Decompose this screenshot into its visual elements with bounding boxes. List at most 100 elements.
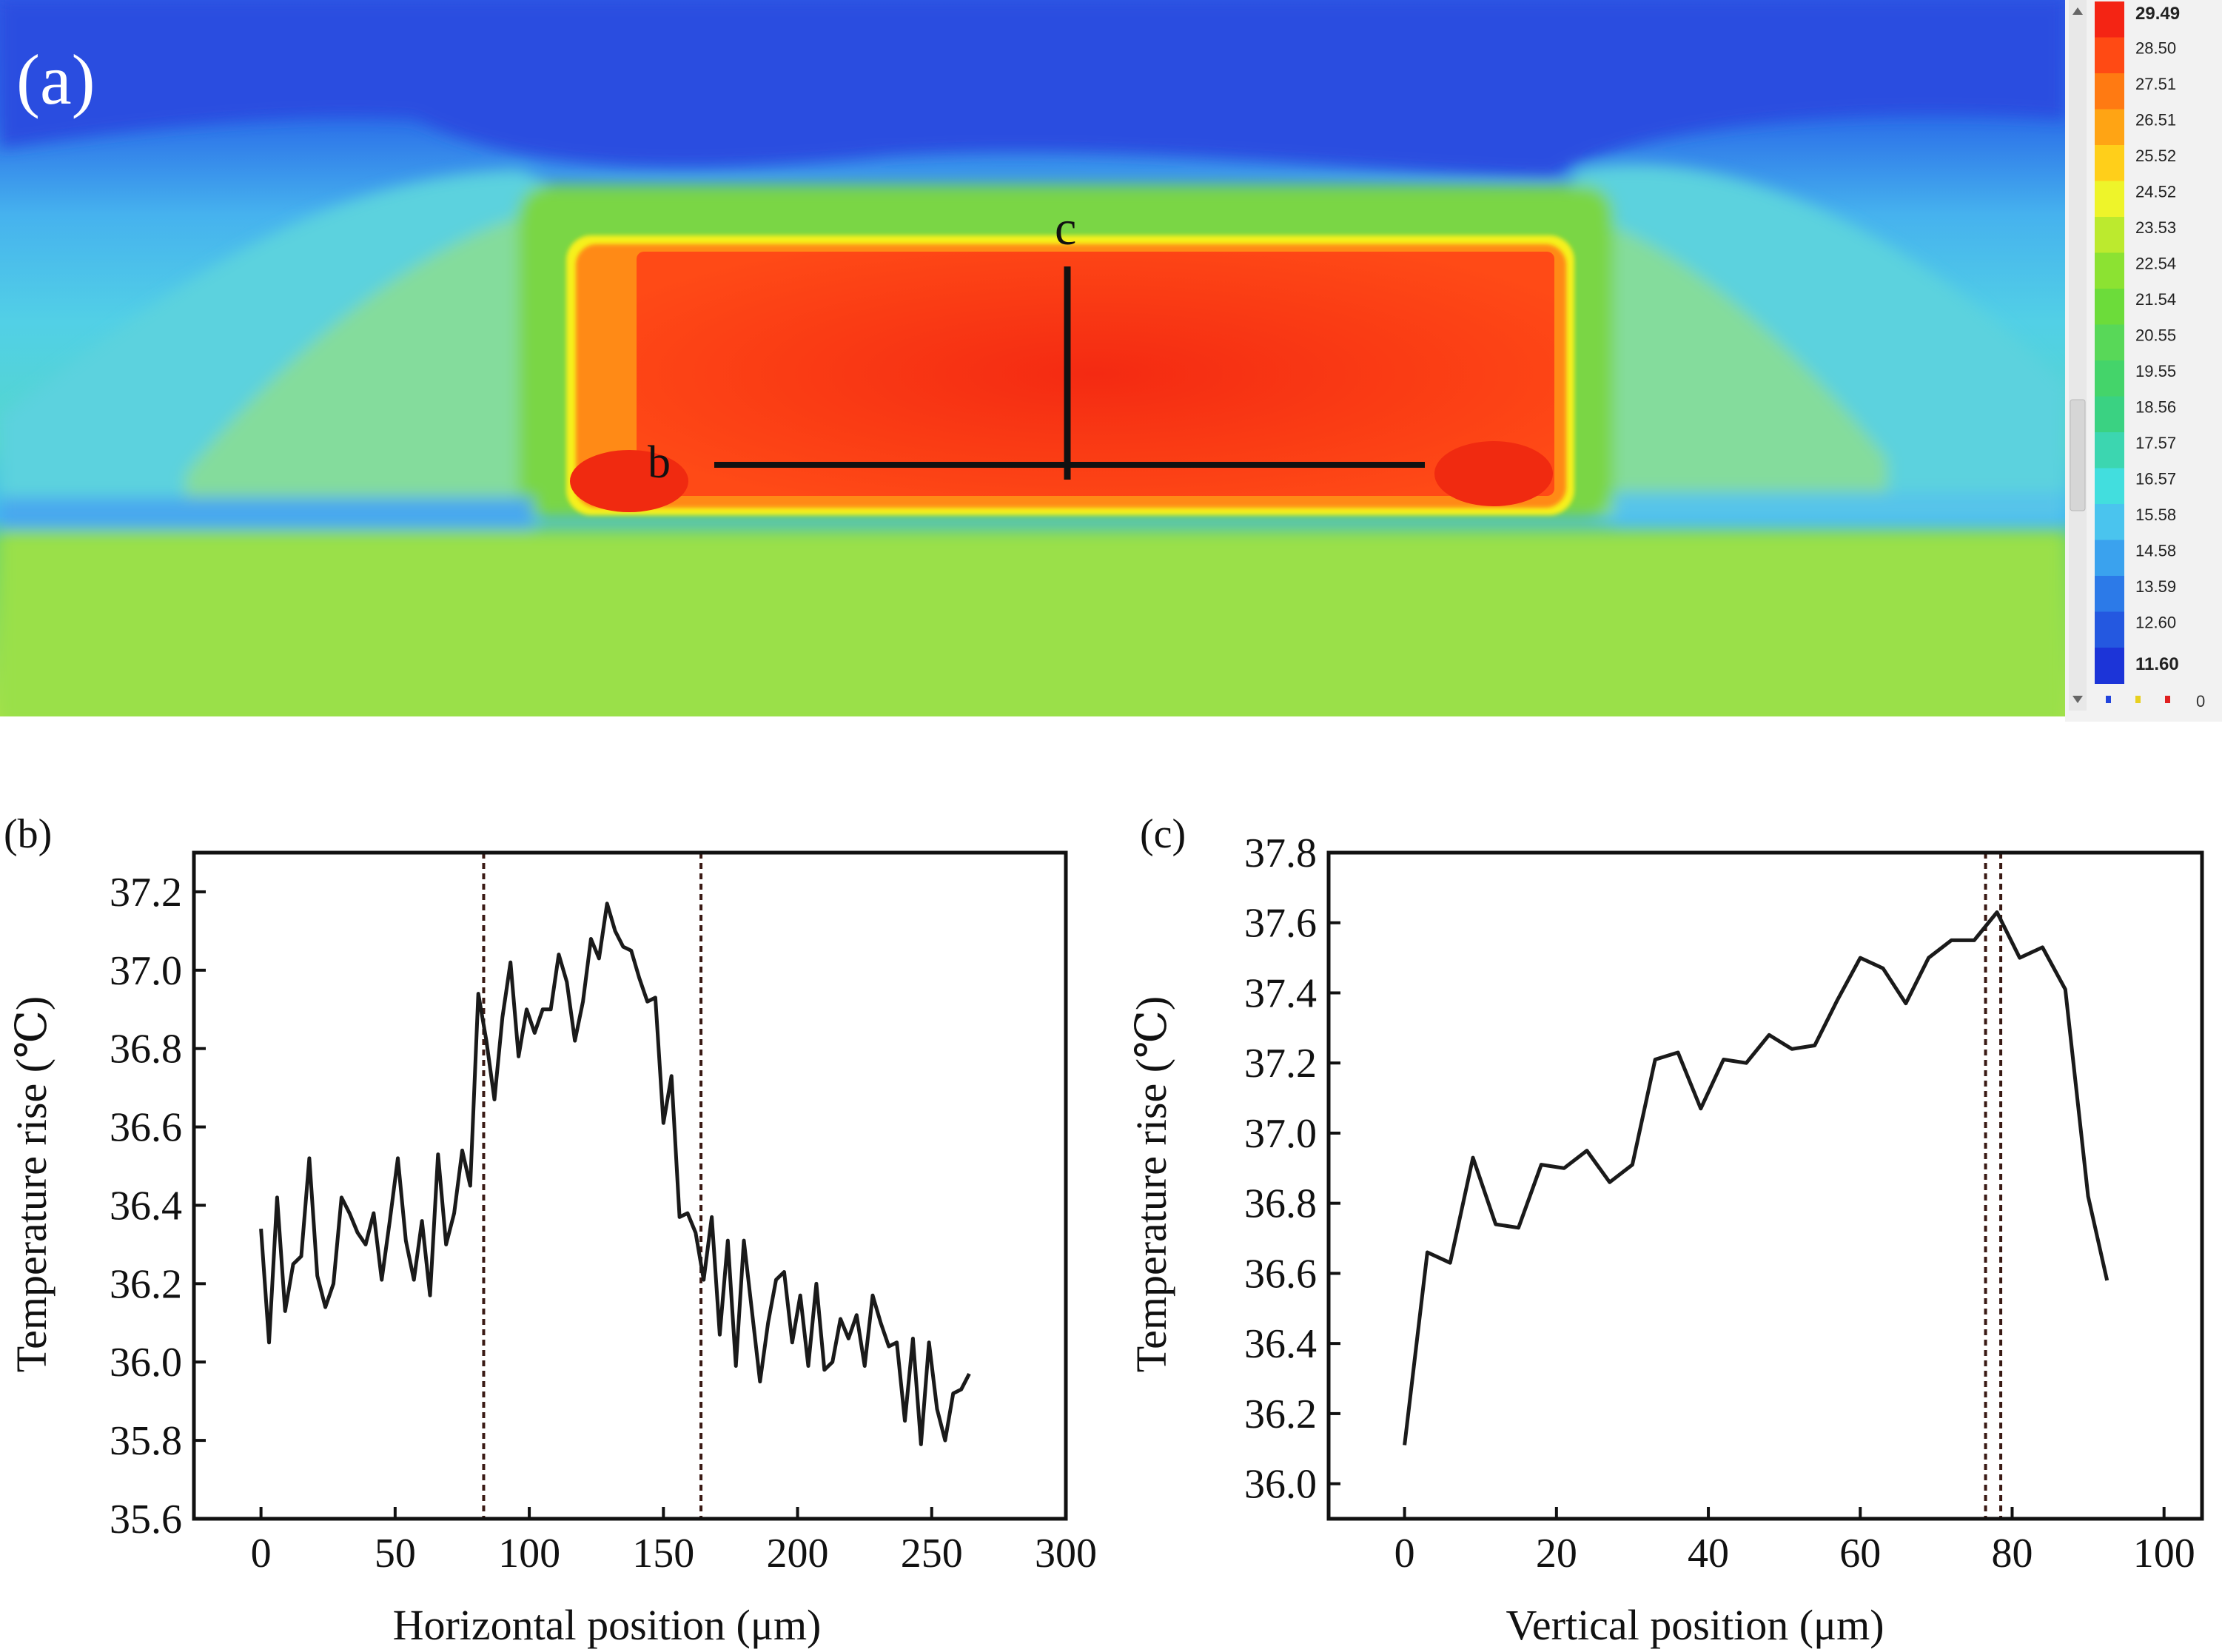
colorbar-footer-marker [2106,696,2111,703]
colorbar-panel [2065,0,2222,722]
chart-c-ytick-label: 36.4 [1244,1321,1317,1367]
colorbar-swatch [2095,468,2124,505]
chart-b-xtick-label: 0 [251,1531,272,1577]
colorbar-swatch [2095,611,2124,648]
chart-c-xtick-label: 20 [1536,1531,1577,1577]
colorbar-swatch [2095,145,2124,181]
chart-b-ytick-label: 35.6 [110,1497,182,1542]
colorbar-tick-label: 20.55 [2135,326,2176,345]
colorbar-tick-label: 16.57 [2135,470,2176,488]
colorbar-swatch [2095,289,2124,325]
chart-c-ytick-label: 37.8 [1244,830,1317,876]
colorbar-tick-label: 14.58 [2135,542,2176,560]
colorbar-tick-label: 29.49 [2135,4,2180,24]
chart-c-ytick-label: 36.6 [1244,1251,1317,1297]
colorbar-swatch [2095,540,2124,577]
chart-b-ytick-label: 36.6 [110,1105,182,1151]
chart-b-xtick-label: 50 [375,1531,416,1577]
colorbar-footer: 0 [2106,692,2205,711]
colorbar-swatch [2095,432,2124,469]
chart-b-ytick-label: 36.0 [110,1340,182,1386]
colorbar-tick-label: 28.50 [2135,39,2176,58]
colorbar-tick-label: 23.53 [2135,218,2176,237]
panel-a-label: (a) [16,40,95,119]
chart-b-xlabel: Horizontal position (μm) [393,1601,822,1649]
colorbar-tick-label: 13.59 [2135,577,2176,596]
colorbar-swatch [2095,252,2124,289]
chart-b-xtick-label: 100 [498,1531,560,1577]
colorbar-scroll-track[interactable] [2069,0,2087,711]
colorbar: 29.49 28.50 27.51 26.51 25.52 24.52 23.53 22.54… [2065,0,2222,722]
chart-c-series-line [1403,910,2109,1446]
panel-b-label: (b) [4,811,52,857]
chart-c-ytick-label: 37.6 [1244,901,1317,947]
scroll-down-arrow-icon[interactable] [2072,696,2083,703]
line-c-label: c [1055,201,1076,255]
colorbar-swatch [2095,109,2124,146]
chart-b-ytick-label: 36.4 [110,1183,182,1229]
colorbar-tick-label: 21.54 [2135,290,2176,309]
chart-c-ylabel: Temperature rise (℃) [1127,996,1175,1372]
colorbar-tick-label: 12.60 [2135,614,2176,632]
chart-b-xtick-label: 300 [1035,1531,1097,1577]
colorbar-tick-label: 26.51 [2135,111,2176,130]
colorbar-tick-label: 18.56 [2135,398,2176,417]
chart-c-ytick-label: 36.2 [1244,1391,1317,1437]
chart-b-ytick-label: 37.0 [110,948,182,994]
chart-b: (b) Temperature rise (℃) Horizontal posi… [4,811,1097,1649]
hot-region-core [637,252,1554,496]
colorbar-swatch [2095,324,2124,361]
chart-c-xtick-label: 80 [1991,1531,2033,1577]
hot-spot-left [570,450,688,512]
colorbar-footer-marker [2135,696,2141,703]
chart-b-ylabel: Temperature rise (℃) [7,996,56,1372]
colorbar-swatch [2095,37,2124,74]
colorbar-tick-label: 11.60 [2135,654,2179,674]
colorbar-swatch [2095,181,2124,218]
chart-c-ytick-label: 36.8 [1244,1181,1317,1227]
chart-b-plot-frame [192,850,1068,1521]
colorbar-footer-marker [2165,696,2170,703]
top-dark-blue-region [0,0,2065,178]
line-b-label: b [648,437,671,488]
chart-c-xtick-label: 0 [1394,1531,1415,1577]
scroll-thumb[interactable] [2070,399,2086,511]
colorbar-tick-label: 27.51 [2135,75,2176,93]
chart-c-ytick-label: 37.2 [1244,1041,1317,1087]
scroll-up-arrow-icon[interactable] [2072,7,2083,15]
colorbar-tick-label: 19.55 [2135,362,2176,380]
chart-c: (c) Temperature rise (℃) Vertical positi… [1127,811,2204,1649]
chart-b-ytick-label: 36.2 [110,1261,182,1307]
colorbar-tick-label: 22.54 [2135,255,2176,273]
colorbar-footer-value: 0 [2196,692,2205,711]
chart-c-ytick-label: 37.0 [1244,1111,1317,1157]
chart-c-xlabel: Vertical position (μm) [1506,1601,1884,1649]
chart-c-ytick-label: 36.0 [1244,1462,1317,1508]
colorbar-tick-label: 15.58 [2135,506,2176,524]
colorbar-swatch [2095,1,2124,38]
colorbar-swatch [2095,396,2124,433]
substrate-blue-stripe-right [1614,492,2065,522]
chart-c-xtick-label: 40 [1688,1531,1729,1577]
substrate-blue-stripe [0,497,533,527]
chart-c-xtick-label: 60 [1839,1531,1881,1577]
chart-b-ytick-label: 36.8 [110,1027,182,1072]
chart-b-ytick-label: 37.2 [110,870,182,916]
chart-c-xtick-label: 100 [2133,1531,2195,1577]
colorbar-tick-label: 24.52 [2135,183,2176,201]
chart-c-plot-frame [1326,850,2204,1521]
right-light-green-halo [1577,215,1887,518]
chart-b-ytick-label: 35.8 [110,1418,182,1464]
colorbar-swatch [2095,576,2124,612]
colorbar-swatch [2095,217,2124,253]
colorbar-swatch [2095,73,2124,110]
colorbar-tick-label: 17.57 [2135,434,2176,452]
chart-b-xtick-label: 200 [767,1531,829,1577]
chart-b-xtick-label: 250 [901,1531,963,1577]
thermal-image: b c (a) [0,0,2065,716]
panel-c-label: (c) [1140,811,1186,857]
colorbar-swatch [2095,648,2124,684]
left-light-green-halo [185,207,563,518]
chart-b-series-line [259,901,971,1446]
